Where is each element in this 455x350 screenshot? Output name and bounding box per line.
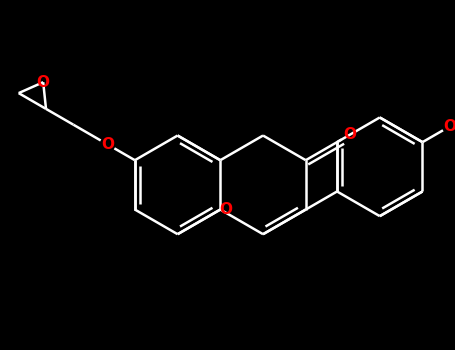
Text: O: O (443, 119, 455, 134)
Text: O: O (344, 127, 357, 142)
Text: O: O (101, 137, 114, 152)
Text: O: O (37, 75, 50, 90)
Text: O: O (220, 202, 233, 217)
